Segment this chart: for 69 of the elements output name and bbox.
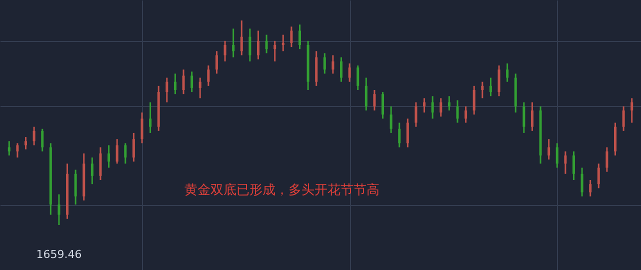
candlestick	[522, 102, 526, 134]
candlestick	[166, 76, 168, 104]
candlestick	[472, 85, 476, 116]
candlestick	[90, 156, 94, 185]
candlestick	[323, 52, 326, 74]
candlestick	[198, 76, 202, 99]
candlestick	[248, 28, 252, 62]
candlestick	[290, 26, 293, 48]
candlestick	[464, 106, 468, 124]
candlestick	[240, 20, 243, 56]
candlestick	[364, 76, 368, 112]
candlestick	[530, 102, 534, 132]
candlestick	[149, 102, 152, 134]
candlestick	[356, 64, 360, 91]
candlestick	[16, 142, 19, 158]
candlestick	[440, 97, 442, 118]
candlestick	[431, 95, 434, 120]
candlestick	[116, 138, 118, 164]
candlestick	[298, 24, 301, 50]
candlestick	[564, 150, 567, 175]
candlestick	[548, 138, 550, 160]
candlestick	[224, 40, 226, 62]
candlestick	[556, 142, 558, 168]
candlestick	[232, 28, 235, 58]
candlestick	[406, 118, 409, 148]
candlestick	[58, 194, 60, 226]
candlestick	[340, 56, 343, 83]
candlestick	[256, 30, 260, 60]
candlestick	[182, 68, 185, 95]
candlestick	[390, 106, 392, 134]
candlestick	[373, 89, 376, 112]
candlestick	[498, 64, 500, 97]
candlestick	[140, 112, 144, 144]
candlestick	[24, 136, 28, 150]
candlestick	[398, 122, 401, 148]
candlestick	[481, 81, 484, 99]
candlestick	[108, 144, 110, 168]
candlestick	[99, 146, 102, 181]
candlestick	[132, 132, 135, 162]
candlestick	[265, 34, 268, 54]
candlestick	[348, 62, 351, 83]
candlestick	[572, 150, 575, 181]
candlestick	[456, 99, 459, 124]
candlestick	[414, 102, 418, 128]
candlestick	[174, 72, 176, 95]
annotation: 1659.46	[36, 248, 82, 261]
candlestick	[207, 64, 210, 87]
candlestick	[190, 70, 194, 93]
candlestick	[41, 128, 44, 152]
candlestick	[423, 97, 426, 114]
candlestick	[382, 91, 384, 120]
candlestick	[448, 95, 450, 112]
candlestick	[506, 62, 509, 83]
candlestick	[8, 140, 10, 156]
annotation: 黄金双底已形成，多头开花节节高	[184, 182, 380, 198]
candlestick	[606, 146, 608, 173]
candlestick	[489, 76, 492, 97]
candlestick	[282, 34, 284, 52]
candlestick	[124, 142, 127, 164]
candlestick	[630, 97, 634, 124]
candlestick	[622, 106, 625, 132]
candlestick	[215, 50, 218, 74]
candlestick	[332, 54, 334, 74]
candlestick	[580, 166, 584, 198]
candlestick	[32, 126, 36, 146]
candlestick	[597, 162, 600, 189]
candlestick	[74, 169, 77, 206]
candlestick	[589, 179, 592, 198]
candlestick	[274, 40, 276, 62]
